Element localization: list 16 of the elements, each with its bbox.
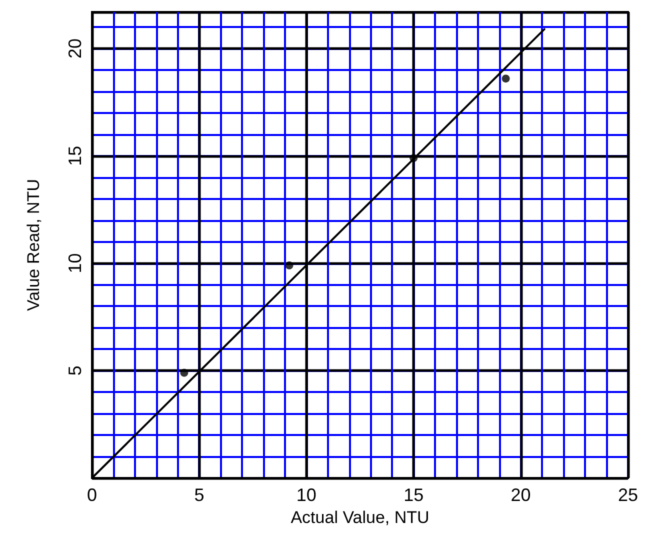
x-tick-label: 15: [404, 485, 424, 505]
point: [180, 368, 188, 377]
x-tick-label: 0: [86, 485, 98, 505]
y-tick-label: 10: [65, 253, 85, 274]
x-tick-label: 20: [510, 485, 531, 505]
point: [285, 261, 294, 270]
y-tick-label: 5: [65, 366, 85, 376]
x-tick-label: 25: [618, 485, 638, 505]
y-tick-label: 20: [65, 38, 85, 59]
y-tick-label: 15: [65, 146, 85, 166]
x-tick-label: 10: [296, 485, 316, 505]
x-tick-label: 5: [194, 485, 204, 505]
point: [502, 74, 510, 83]
y-axis-title: Value Read, NTU: [24, 179, 43, 311]
x-axis-title: Actual Value, NTU: [290, 508, 430, 527]
point: [410, 154, 418, 162]
